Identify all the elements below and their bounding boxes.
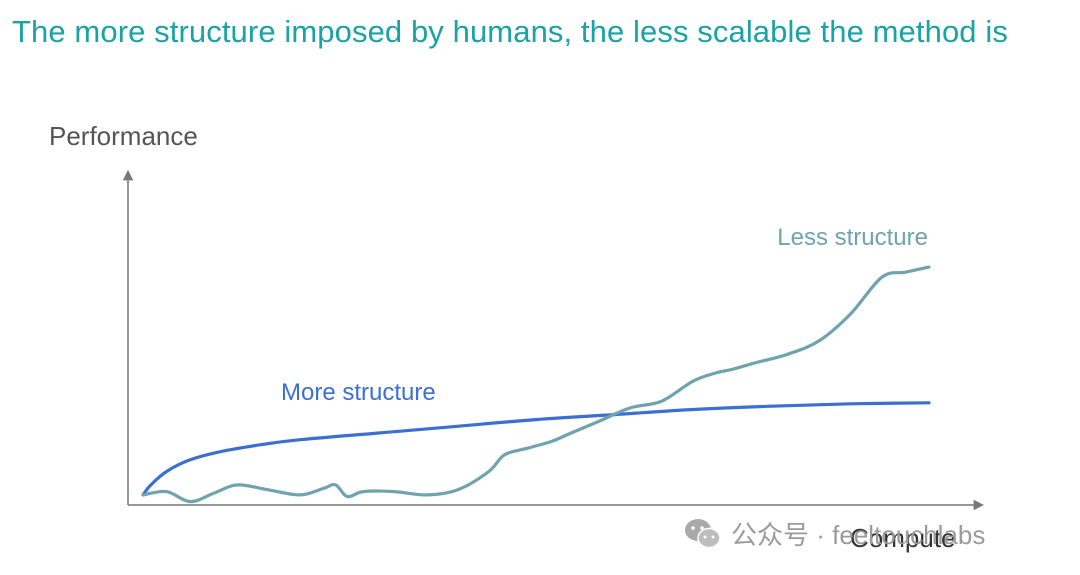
y-axis-label: Performance [49, 121, 198, 151]
watermark-text: 公众号 · feeltouchlabs [731, 520, 986, 550]
slide-title: The more structure imposed by humans, th… [12, 14, 1008, 49]
x-axis-label: Compute [850, 523, 956, 553]
series-layer: More structure Less structure [141, 224, 931, 504]
series-line-1 [141, 401, 931, 497]
watermark: 公众号 · feeltouchlabs [683, 515, 985, 552]
series-label-1: More structure [281, 379, 436, 406]
series-label-2: Less structure [777, 224, 928, 251]
series-line-2 [141, 265, 931, 504]
wechat-icon [685, 518, 721, 548]
